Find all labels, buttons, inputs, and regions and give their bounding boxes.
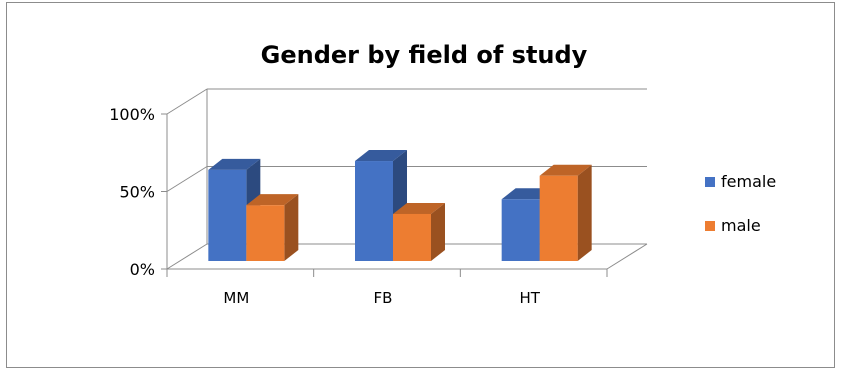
x-tick-label-FB: FB <box>374 289 393 307</box>
legend-swatch-female <box>705 177 715 187</box>
bar-top <box>208 158 261 170</box>
bar-front <box>393 213 431 261</box>
bar-side <box>431 202 445 261</box>
bar-top <box>393 202 445 214</box>
bar-front <box>246 205 285 261</box>
legend-swatch-male <box>705 221 715 231</box>
chart-frame: Gender by field of study 0% 50% 100% MM FB H… <box>6 2 835 368</box>
bar-male-FB <box>393 202 445 261</box>
bar-front <box>501 199 540 261</box>
bar-top <box>539 164 592 176</box>
gridline-side-1 <box>166 166 208 192</box>
bar-side <box>284 194 299 261</box>
bar-male-MM <box>246 194 299 261</box>
chart-title: Gender by field of study <box>261 41 588 69</box>
bar-front <box>208 169 247 261</box>
y-tick-label: 50% <box>119 183 155 202</box>
x-tick-label-MM: MM <box>223 289 249 307</box>
bar-top <box>355 150 407 162</box>
y-tick-label: 0% <box>130 260 155 279</box>
x-axis-labels: MM FB HT <box>223 289 540 307</box>
legend-label-female: female <box>721 172 776 191</box>
bar-front <box>539 175 578 261</box>
floor-right-edge <box>606 243 648 270</box>
y-axis-ticks: 0% 50% 100% <box>109 105 155 279</box>
legend: female male <box>705 172 776 235</box>
y-tick-label: 100% <box>109 105 155 124</box>
bar-top <box>246 194 299 206</box>
x-tick-label-HT: HT <box>519 289 540 307</box>
bar-male-HT <box>539 164 592 261</box>
chart: Gender by field of study 0% 50% 100% MM FB H… <box>109 41 776 307</box>
bar-front <box>355 161 393 261</box>
gridline-side-0 <box>166 243 208 270</box>
gridline-side-2 <box>166 88 208 115</box>
bar-side <box>577 164 592 261</box>
bars <box>208 150 592 261</box>
legend-label-male: male <box>721 216 761 235</box>
